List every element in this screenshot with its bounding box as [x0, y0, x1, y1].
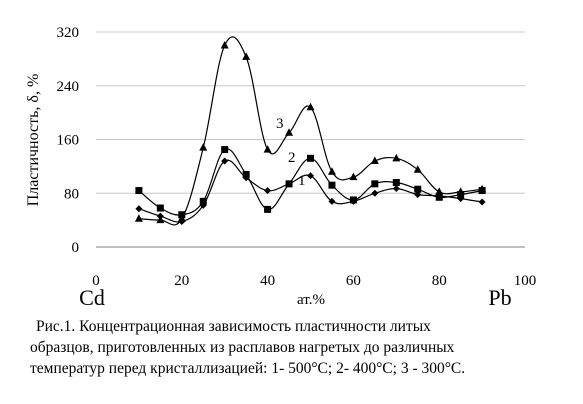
point-series-1-70 — [392, 185, 400, 193]
point-series-3-80 — [435, 187, 444, 195]
point-series-1-30 — [221, 157, 229, 165]
tick-labels: 0 80 160 240 320 0 20 40 60 80 100 — [57, 25, 537, 289]
point-series-3-65 — [370, 156, 379, 164]
point-series-3-35 — [242, 52, 251, 60]
point-series-2-10 — [135, 187, 143, 195]
caption-line-1: Рис.1. Концентрационная зависимость плас… — [36, 318, 431, 335]
y-tick-label-160: 160 — [57, 133, 80, 149]
point-series-3-40 — [263, 145, 272, 153]
point-series-3-30 — [220, 40, 229, 49]
series-label-1: 1 — [298, 173, 306, 189]
point-series-2-50 — [307, 154, 314, 162]
point-series-1-10 — [135, 205, 143, 213]
x-tick-label-80: 80 — [432, 273, 447, 289]
point-series-3-45 — [285, 128, 294, 136]
gridlines — [96, 31, 525, 194]
point-series-3-20 — [177, 214, 186, 222]
y-tick-label-80: 80 — [64, 186, 79, 202]
point-series-2-40 — [264, 205, 272, 213]
figure-caption: Рис.1. Концентрационная зависимость плас… — [30, 316, 570, 379]
caption-line-3: температур перед кристаллизацией: 1- 500… — [30, 360, 466, 377]
point-series-2-15 — [156, 204, 164, 212]
point-series-3-75 — [413, 165, 422, 173]
point-series-2-35 — [242, 170, 250, 178]
y-axis-label: Пластичность, δ, % — [25, 74, 42, 207]
point-series-3-10 — [134, 214, 143, 222]
point-series-2-25 — [199, 197, 207, 205]
point-series-2-60 — [349, 196, 357, 204]
x-tick-label-0: 0 — [92, 273, 100, 289]
element-label-right: Pb — [488, 285, 511, 310]
x-tick-label-60: 60 — [346, 273, 361, 289]
point-series-1-75 — [414, 191, 422, 199]
caption-line-2: образцов, приготовленных из расплавов на… — [30, 339, 455, 356]
series-label-2: 2 — [288, 150, 296, 166]
point-series-2-70 — [392, 179, 400, 186]
y-tick-label-0: 0 — [72, 240, 80, 256]
series-line-3 — [138, 36, 483, 226]
element-label-left: Cd — [79, 285, 105, 310]
point-series-2-65 — [371, 180, 379, 188]
point-series-1-40 — [264, 187, 272, 195]
point-series-3-55 — [327, 167, 336, 175]
x-tick-label-20: 20 — [174, 273, 189, 289]
series-markers — [134, 40, 487, 225]
point-series-3-15 — [156, 215, 165, 224]
point-series-1-90 — [478, 198, 486, 206]
point-series-3-70 — [392, 153, 401, 162]
point-series-3-90 — [478, 184, 487, 193]
x-axis-label: ат.% — [297, 292, 325, 308]
x-tick-label-40: 40 — [260, 273, 275, 289]
point-series-1-65 — [371, 189, 379, 197]
series-lines — [138, 36, 483, 226]
point-series-1-50 — [307, 172, 314, 180]
point-series-3-60 — [349, 172, 358, 181]
y-tick-label-240: 240 — [57, 79, 80, 95]
point-series-2-55 — [328, 181, 336, 189]
point-series-1-55 — [328, 197, 336, 205]
point-series-2-80 — [435, 193, 443, 201]
point-series-2-30 — [221, 146, 229, 154]
y-tick-label-320: 320 — [57, 25, 80, 41]
x-tick-label-100: 100 — [514, 273, 537, 289]
point-series-3-50 — [306, 102, 315, 111]
point-series-3-85 — [456, 187, 465, 195]
point-series-2-75 — [414, 185, 422, 193]
point-series-2-45 — [285, 180, 293, 188]
series-label-3: 3 — [276, 116, 284, 132]
point-series-3-25 — [199, 143, 208, 151]
